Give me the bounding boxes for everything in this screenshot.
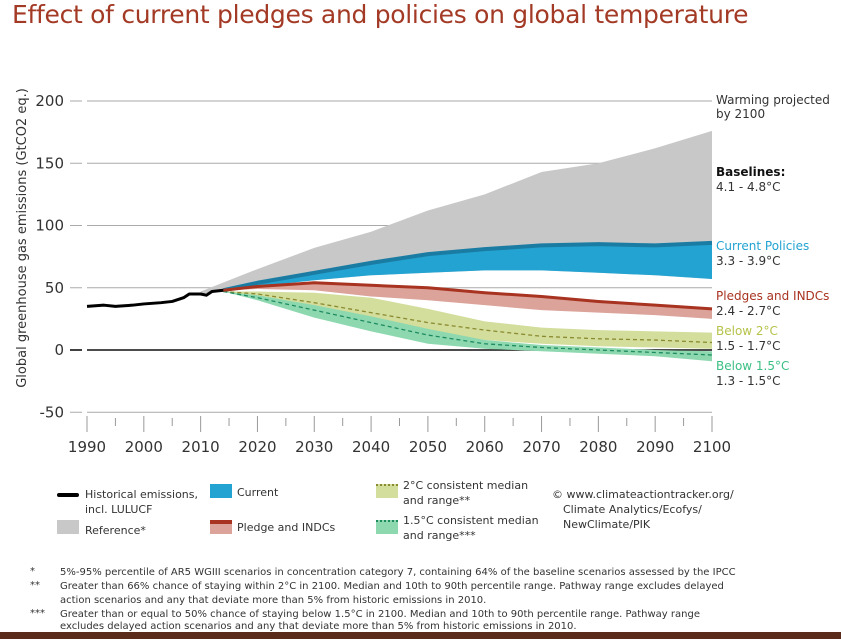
x-tick-label: 2050 xyxy=(409,438,447,456)
legend-current: Current xyxy=(237,486,279,499)
current-policies-range: 3.3 - 3.9°C xyxy=(716,254,781,268)
x-tick-label: 2030 xyxy=(295,438,333,456)
y-tick-label: 100 xyxy=(35,217,64,235)
current-policies-upper-edge xyxy=(222,240,713,293)
x-tick-label: 2000 xyxy=(125,438,163,456)
x-tick-label: 2040 xyxy=(352,438,390,456)
legend-below2: 2°C consistent median and range** xyxy=(403,479,529,507)
legend-swatch-reference xyxy=(57,520,79,534)
x-tick-label: 1990 xyxy=(68,438,106,456)
historical-line xyxy=(86,288,224,308)
below-2c-range: 1.5 - 1.7°C xyxy=(716,339,781,353)
legend-reference: Reference* xyxy=(85,524,146,537)
x-tick-label: 2100 xyxy=(693,438,731,456)
pledges-range: 2.4 - 2.7°C xyxy=(716,304,781,318)
y-tick-label: -50 xyxy=(40,403,65,421)
credit: © www.climateactiontracker.org/Climate A… xyxy=(552,488,734,531)
below-2c-median xyxy=(223,290,713,344)
y-tick-label: 0 xyxy=(54,341,64,359)
pledges-label: Pledges and INDCs xyxy=(716,289,829,303)
legend-swatch-below2 xyxy=(376,484,398,498)
x-tick-label: 2060 xyxy=(466,438,504,456)
x-tick-label: 2020 xyxy=(238,438,276,456)
baselines-label: Baselines: xyxy=(716,165,785,179)
footnote-2b: action scenarios and any that deviate mo… xyxy=(60,595,487,606)
x-tick-label: 2010 xyxy=(182,438,220,456)
x-tick-label: 2070 xyxy=(522,438,560,456)
legend-pledge: Pledge and INDCs xyxy=(237,521,336,534)
legend-swatch-current xyxy=(210,484,232,498)
pledges-band xyxy=(223,282,712,319)
y-tick-label: 150 xyxy=(35,154,64,172)
warming-header: Warming projected xyxy=(716,93,830,107)
footnote-3b: excludes delayed action scenarios and an… xyxy=(60,621,577,632)
below-2c-band xyxy=(223,291,712,349)
below-1-5c-band xyxy=(223,291,712,362)
warming-header: by 2100 xyxy=(716,107,765,121)
baselines-range: 4.1 - 4.8°C xyxy=(716,180,781,194)
legend-swatch-historical xyxy=(57,493,79,497)
footnote-2a: Greater than 66% chance of staying withi… xyxy=(60,581,724,592)
legend-swatch-pledge xyxy=(210,520,232,534)
legend-swatch-below15 xyxy=(376,520,398,534)
pledges-line xyxy=(223,281,713,311)
below-2c-label: Below 2°C xyxy=(716,324,778,338)
current-policies-label: Current Policies xyxy=(716,239,809,253)
y-tick-label: 50 xyxy=(45,279,64,297)
legend-below15: 1.5°C consistent median and range*** xyxy=(403,514,539,542)
x-tick-label: 2080 xyxy=(579,438,617,456)
x-tick-label: 2090 xyxy=(636,438,674,456)
footnote-3a: Greater than or equal to 50% chance of s… xyxy=(60,609,700,620)
footer-bar xyxy=(0,632,841,639)
footnote-1: 5%-95% percentile of AR5 WGIII scenarios… xyxy=(60,567,736,578)
legend-historical: Historical emissions, incl. LULUCF xyxy=(85,488,199,516)
chart-title: Effect of current pledges and policies o… xyxy=(12,0,749,29)
current-policies-band xyxy=(223,242,712,291)
y-axis-label: Global greenhouse gas emissions (GtCO2 e… xyxy=(15,88,30,388)
y-tick-label: 200 xyxy=(35,92,64,110)
below-1-5c-median xyxy=(223,290,713,356)
below-1-5c-label: Below 1.5°C xyxy=(716,359,789,373)
below-1-5c-range: 1.3 - 1.5°C xyxy=(716,374,781,388)
